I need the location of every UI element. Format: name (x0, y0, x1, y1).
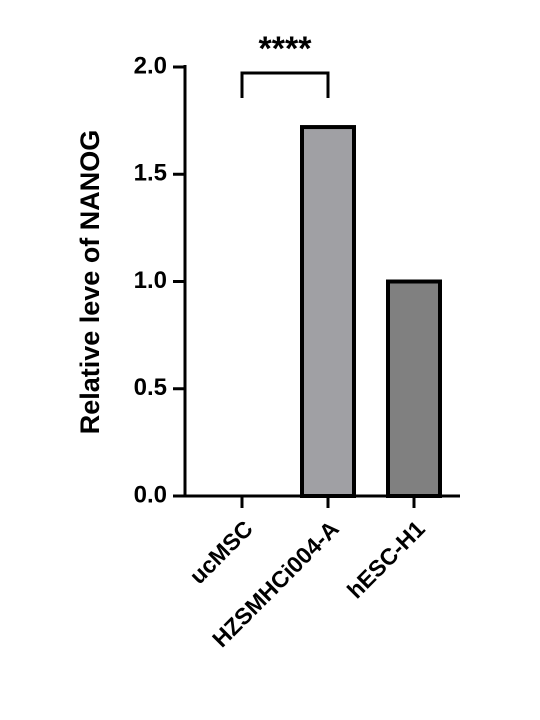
bar (300, 125, 356, 498)
significance-bracket (240, 71, 330, 98)
y-tick-label: 1.0 (134, 267, 167, 294)
x-tick-label: ucMSC (184, 515, 258, 589)
y-tick-label: 1.5 (134, 160, 167, 187)
significance-label: **** (259, 30, 313, 68)
bar (386, 279, 442, 498)
x-tick-label: hESC-H1 (342, 515, 430, 603)
y-tick-label: 0.0 (134, 481, 167, 508)
y-tick-label: 0.5 (134, 374, 167, 401)
y-axis-label: Relative leve of NANOG (75, 130, 105, 435)
y-tick-label: 2.0 (134, 52, 167, 79)
